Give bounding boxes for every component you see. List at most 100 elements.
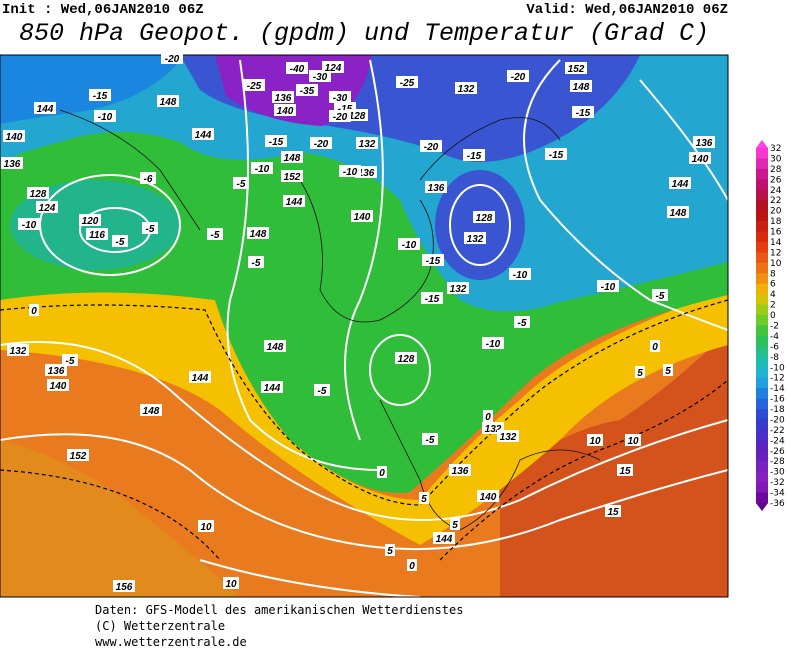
legend-label: -30	[770, 468, 785, 478]
contour-label: 128	[476, 213, 493, 224]
contour-label-box	[617, 464, 633, 476]
contour-label-box	[248, 256, 264, 268]
contour-label-box	[296, 84, 318, 96]
contour-label: 136	[4, 159, 21, 170]
legend-label: -4	[770, 332, 779, 342]
contour-label-box	[463, 149, 485, 161]
legend-swatch	[756, 262, 768, 274]
legend-swatch	[756, 168, 768, 180]
contour-label-box	[283, 195, 305, 207]
contour-label-box	[605, 505, 621, 517]
contour-label: 0	[409, 561, 415, 572]
contour-label: 136	[428, 183, 445, 194]
contour-label: 144	[195, 130, 212, 141]
contour-label-box	[34, 102, 56, 114]
legend-swatch	[756, 482, 768, 494]
legend-swatch	[756, 221, 768, 233]
contour-label-box	[339, 165, 361, 177]
contour-label: -5	[252, 258, 261, 269]
temperature-contours	[0, 299, 728, 561]
legend-swatch	[756, 200, 768, 212]
contour-label-box	[157, 95, 179, 107]
contour-label-box	[421, 292, 443, 304]
contour-label: 132	[467, 234, 484, 245]
legend-label: -26	[770, 447, 785, 457]
legend-swatch	[756, 492, 768, 504]
contour-label: 136	[696, 138, 713, 149]
legend-label: 14	[770, 238, 782, 248]
legend-swatch	[756, 419, 768, 431]
contour-label-box	[161, 52, 183, 64]
contour-label-box	[635, 366, 645, 378]
contour-label: 148	[250, 229, 267, 240]
contour-label: -10	[402, 240, 417, 251]
contour-label: 148	[284, 153, 301, 164]
contour-label-box	[356, 137, 378, 149]
contour-label: 124	[39, 203, 56, 214]
legend-swatch	[756, 429, 768, 441]
contour-label-box	[62, 354, 78, 366]
contour-label: 152	[568, 64, 585, 75]
contour-label-box	[329, 110, 351, 122]
contour-label-box	[669, 177, 691, 189]
footer-line: (C) Wetterzentrale	[95, 619, 225, 633]
contour-label: 144	[672, 179, 689, 190]
contour-label-box	[407, 559, 417, 571]
contour-label: 140	[354, 212, 371, 223]
contour-label-box	[464, 232, 486, 244]
contour-label: -10	[343, 167, 358, 178]
contour-label: 0	[31, 306, 37, 317]
contour-label-box	[351, 210, 373, 222]
contour-label: 140	[277, 106, 294, 117]
contour-label: -20	[314, 139, 329, 150]
contour-label-box	[572, 106, 594, 118]
contour-label-box	[419, 492, 429, 504]
legend-label: 12	[770, 248, 781, 258]
legend-swatch	[756, 461, 768, 473]
coastlines	[59, 109, 601, 531]
geopotential-contours	[0, 59, 728, 597]
legend-swatch	[756, 325, 768, 337]
contour-label-box	[251, 162, 273, 174]
contour-label: 148	[160, 97, 177, 108]
contour-label-box	[396, 76, 418, 88]
contour-label-box	[47, 379, 69, 391]
contour-label: 5	[421, 494, 427, 505]
contour-label: 148	[267, 342, 284, 353]
contour-label: 140	[692, 154, 709, 165]
contour-label-box	[274, 104, 296, 116]
contour-label: 144	[192, 373, 209, 384]
contour-label: -6	[144, 174, 153, 185]
legend-swatch	[756, 440, 768, 452]
contour-label-box	[94, 110, 116, 122]
contour-label: 132	[359, 139, 376, 150]
legend-label: -2	[770, 322, 779, 332]
contour-label-box	[140, 404, 162, 416]
contour-label: 144	[264, 383, 281, 394]
contour-label: 144	[286, 197, 303, 208]
contour-label: -5	[518, 318, 527, 329]
contour-label: -35	[300, 86, 315, 97]
contour-label-box	[18, 218, 40, 230]
contour-label: -15	[549, 150, 564, 161]
contour-label: 136	[358, 168, 375, 179]
contour-label: 128	[349, 111, 366, 122]
contour-label-box	[89, 89, 111, 101]
contour-label-box	[27, 187, 49, 199]
legend-label: 10	[770, 259, 782, 269]
contour-label-box	[281, 151, 303, 163]
contour-label-box	[398, 238, 420, 250]
contour-label-box	[7, 344, 29, 356]
contour-label: -20	[165, 54, 180, 65]
legend-label: 20	[770, 207, 782, 217]
contour-label-box	[450, 518, 460, 530]
legend-swatch	[756, 241, 768, 253]
contour-label: 0	[652, 342, 658, 353]
legend-swatch	[756, 273, 768, 285]
legend-label: 22	[770, 196, 781, 206]
contour-label-box	[509, 268, 531, 280]
legend-swatch	[756, 148, 768, 159]
valid-time: Valid: Wed,06JAN2010 06Z	[526, 2, 728, 18]
contour-label-box	[322, 61, 344, 73]
contour-label: 124	[325, 63, 342, 74]
